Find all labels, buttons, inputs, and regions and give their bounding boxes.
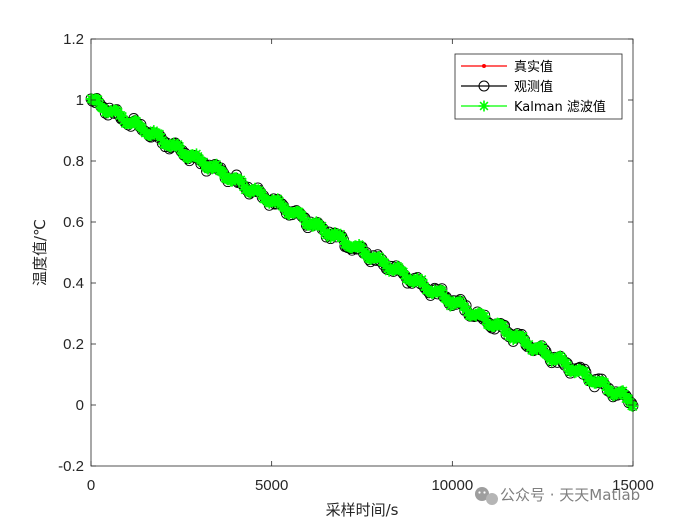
- kalman-point: [355, 240, 367, 252]
- legend-label: Kalman 滤波值: [514, 99, 606, 115]
- y-tick-label: 0.2: [63, 336, 84, 353]
- y-tick-label: 1: [76, 92, 84, 109]
- kalman-point: [273, 195, 285, 207]
- y-tick-label: 0.4: [63, 275, 84, 292]
- watermark: 公众号 · 天天Matlab: [475, 486, 640, 505]
- kalman-point: [480, 314, 492, 326]
- kalman-point: [618, 388, 630, 400]
- kalman-point: [318, 224, 329, 236]
- kalman-point: [536, 340, 548, 352]
- series-markers-kalman: [85, 93, 639, 412]
- kalman-point: [338, 234, 349, 246]
- kalman-point: [517, 330, 529, 342]
- y-tick-label: 0.6: [63, 214, 84, 231]
- legend-marker-dot: [482, 64, 486, 68]
- wechat-icon: [475, 487, 498, 505]
- kalman-point: [497, 320, 509, 332]
- y-tick-label: -0.2: [58, 458, 84, 475]
- kalman-point: [218, 168, 230, 180]
- legend-label: 观测值: [514, 79, 553, 95]
- y-tick-label: 0.8: [63, 153, 84, 170]
- legend-marker-asterisk: [478, 100, 490, 112]
- kalman-point: [624, 396, 636, 408]
- legend-item: 观测值: [461, 79, 553, 95]
- x-tick-label: 10000: [431, 477, 473, 494]
- kalman-point: [436, 285, 448, 297]
- y-axis-label: 温度值/℃: [31, 219, 49, 286]
- kalman-point: [427, 287, 439, 299]
- kalman-point: [299, 215, 311, 227]
- legend-item: 真实值: [461, 59, 553, 75]
- kalman-point: [479, 310, 491, 322]
- tick-labels: 0 5000 10000 15000-0.200.20.40.60.811.2: [58, 31, 654, 494]
- kalman-point: [198, 156, 210, 168]
- y-tick-label: 1.2: [63, 31, 84, 48]
- kalman-point: [145, 130, 157, 142]
- x-axis-label: 采样时间/s: [326, 501, 399, 519]
- axes-layer: [90, 38, 634, 467]
- kalman-point: [154, 128, 165, 140]
- kalman-point: [561, 360, 573, 371]
- kalman-point: [131, 115, 143, 127]
- axes-box: [90, 38, 634, 467]
- kalman-point: [356, 243, 368, 255]
- x-tick-label: 15000: [612, 477, 654, 494]
- y-tick-label: 0: [76, 397, 84, 414]
- kalman-point: [416, 274, 428, 285]
- kalman-point: [623, 393, 635, 405]
- legend-item: Kalman 滤波值: [461, 99, 606, 115]
- kalman-point: [296, 210, 308, 221]
- kalman-point: [335, 228, 347, 240]
- kalman-point: [92, 94, 104, 106]
- x-tick-label: 0: [87, 477, 95, 494]
- legend-label: 真实值: [514, 59, 553, 75]
- kalman-point: [236, 176, 248, 188]
- kalman-point: [256, 189, 268, 201]
- kalman-point: [316, 220, 328, 232]
- kalman-point: [136, 122, 148, 134]
- series-layer: [85, 93, 639, 412]
- kalman-point: [599, 376, 610, 388]
- kalman-point: [556, 352, 568, 364]
- kalman-point: [155, 131, 167, 143]
- x-tick-label: 5000: [255, 477, 288, 494]
- kalman-point: [459, 301, 471, 313]
- watermark-text: 公众号 · 天天Matlab: [500, 486, 640, 504]
- kalman-point: [617, 385, 629, 397]
- kalman-point: [173, 140, 185, 152]
- kalman-point: [523, 338, 535, 350]
- kalman-point: [116, 110, 128, 122]
- kalman-point: [397, 266, 409, 278]
- legend-marker-circle: [478, 80, 490, 92]
- kalman-point: [580, 368, 592, 380]
- kalman-point: [175, 144, 187, 156]
